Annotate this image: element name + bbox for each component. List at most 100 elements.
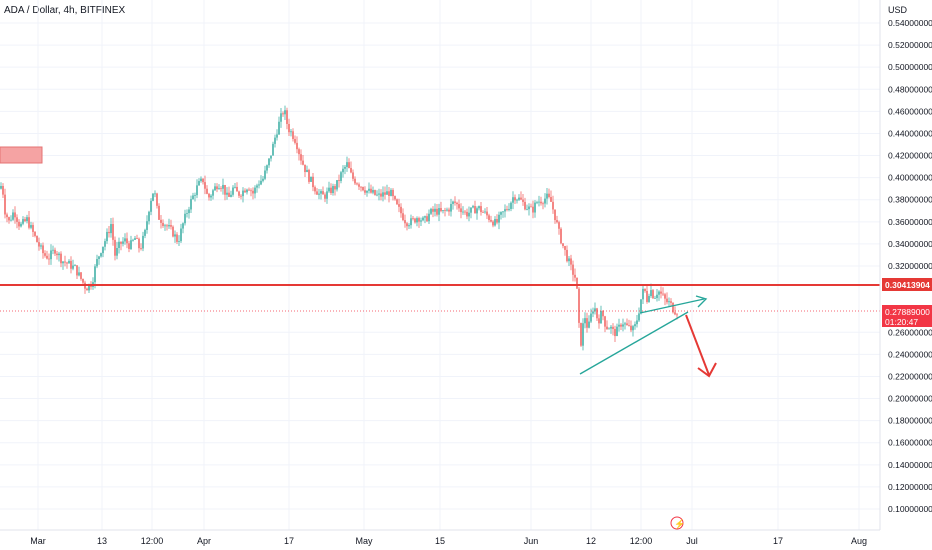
candle-body: [388, 191, 390, 196]
candle-body: [186, 213, 188, 214]
candle-body: [168, 225, 170, 227]
candle-body: [624, 323, 626, 325]
candle-body: [264, 170, 266, 179]
candle-body: [214, 186, 216, 191]
candle-body: [74, 265, 76, 267]
candle-body: [110, 224, 112, 234]
x-tick-label: 12: [586, 536, 596, 546]
candle-body: [238, 191, 240, 196]
candle-body: [552, 201, 554, 210]
candle-body: [408, 225, 410, 227]
candle-body: [410, 218, 412, 226]
candle-body: [350, 168, 352, 173]
candle-body: [240, 195, 242, 197]
candle-body: [52, 249, 54, 251]
candle-body: [320, 191, 322, 194]
bullish-arrow[interactable]: [639, 298, 705, 314]
candle-body: [322, 191, 324, 195]
candle-body: [660, 291, 662, 294]
candle-body: [356, 183, 358, 185]
candle-body: [188, 209, 190, 214]
candle-body: [20, 223, 22, 227]
candle-body: [144, 229, 146, 236]
candle-body: [210, 195, 212, 198]
bullish-arrow-head: [695, 295, 708, 308]
candle-body: [140, 248, 142, 250]
x-tick-label: Aug: [851, 536, 867, 546]
candle-body: [338, 180, 340, 181]
x-tick-label: Jun: [524, 536, 539, 546]
candle-body: [522, 199, 524, 202]
candle-body: [614, 328, 616, 337]
x-tick-label: Jul: [686, 536, 698, 546]
candle-body: [54, 249, 56, 254]
candle-body: [404, 220, 406, 224]
candle-body: [130, 240, 132, 249]
candle-body: [6, 214, 8, 218]
candle-body: [154, 193, 156, 195]
candle-body: [174, 234, 176, 237]
candle-body: [466, 211, 468, 217]
candle-body: [416, 218, 418, 223]
candle-body: [226, 192, 228, 195]
candle-body: [70, 260, 72, 269]
candle-body: [28, 217, 30, 228]
candle-body: [230, 194, 232, 197]
replay-icon[interactable]: ⚡: [670, 516, 685, 530]
candle-body: [578, 288, 580, 323]
candle-body: [318, 193, 320, 195]
candle-body: [254, 187, 256, 194]
candle-body: [190, 199, 192, 210]
candle-body: [212, 190, 214, 196]
candle-body: [378, 193, 380, 195]
candle-body: [366, 190, 368, 193]
candle-body: [180, 228, 182, 242]
candle-body: [108, 231, 110, 234]
candle-body: [40, 245, 42, 247]
candle-body: [302, 160, 304, 165]
candle-body: [308, 169, 310, 182]
candle-body: [246, 189, 248, 193]
candle-body: [654, 298, 656, 299]
support-trendline[interactable]: [579, 311, 689, 375]
candle-body: [170, 225, 172, 227]
candle-body: [64, 261, 66, 263]
price-axis[interactable]: USD 0.54000000 0.52000000 0.50000000 0.4800…: [879, 0, 932, 530]
candle-body: [86, 288, 88, 291]
countdown-text: 01:20:47: [885, 317, 918, 327]
candle-body: [434, 208, 436, 212]
candle-body: [34, 231, 36, 236]
candle-body: [374, 190, 376, 195]
candle-body: [542, 203, 544, 205]
candle-body: [152, 193, 154, 201]
candle-body: [474, 206, 476, 214]
candle-body: [176, 234, 178, 242]
bearish-arrow[interactable]: [685, 314, 710, 376]
candle-body: [648, 296, 650, 302]
candle-body: [446, 209, 448, 211]
candle-body: [96, 259, 98, 267]
candle-body: [634, 324, 636, 327]
candle-body: [512, 197, 514, 203]
candle-body: [326, 191, 328, 199]
y-tick-label: 0.44000000: [888, 128, 932, 138]
candle-body: [8, 217, 10, 221]
candle-body: [546, 193, 548, 199]
candle-body: [364, 190, 366, 193]
candle-body: [192, 195, 194, 200]
candle-body: [382, 192, 384, 197]
candle-body: [628, 325, 630, 326]
candle-body: [584, 318, 586, 324]
candle-body: [510, 202, 512, 209]
candle-body: [570, 258, 572, 265]
candle-body: [456, 202, 458, 205]
candle-body: [360, 186, 362, 188]
time-axis[interactable]: Mar 13 12:00 Apr 17 May 15 Jun 12 12:00 Jul 17 Aug: [0, 529, 880, 546]
x-tick-label: 12:00: [141, 536, 164, 546]
candle-body: [664, 294, 666, 299]
candle-body: [616, 326, 618, 337]
candle-body: [438, 208, 440, 215]
candle-body: [124, 238, 126, 242]
y-tick-label: 0.16000000: [888, 438, 932, 448]
